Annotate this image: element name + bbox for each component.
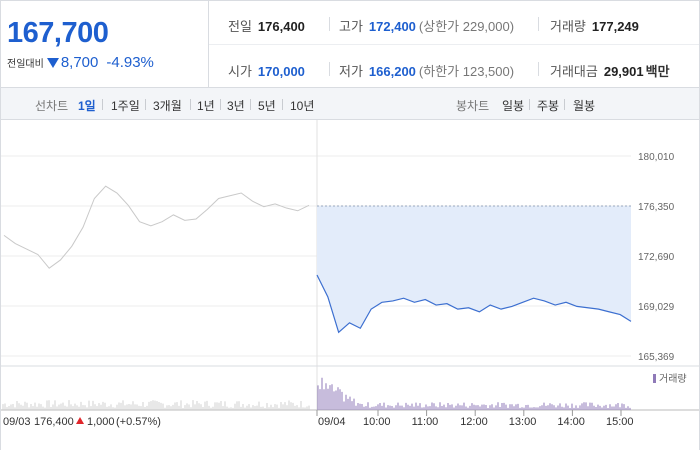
quote-panel: 167,700 전일대비 8,700 -4.93% 전일 176,400 고가 17… <box>0 0 700 88</box>
stat-value: 176,400 <box>257 19 305 34</box>
divider <box>220 99 221 110</box>
tab-5-year[interactable]: 5년 <box>258 99 276 113</box>
tab-daily-candle[interactable]: 일봉 <box>502 99 525 113</box>
divider <box>538 62 539 76</box>
change-percent: -4.93% <box>106 54 154 71</box>
stat-label: 거래대금 <box>550 64 598 79</box>
x-time-label: 13:00 <box>509 416 537 428</box>
stat-value: 166,200 <box>368 64 416 79</box>
row-divider <box>209 44 699 45</box>
y-tick-label: 165,369 <box>638 352 675 363</box>
stat-open: 시가 170,000 <box>228 61 305 80</box>
x-date-today: 09/04 <box>318 416 346 428</box>
divider <box>329 17 330 31</box>
prev-close-label: 176,400 <box>34 416 74 428</box>
stat-low: 저가 166,200 (하한가 123,500) <box>339 61 514 80</box>
chart-svg: 180,010 176,350 172,690 169,029 165,369 거래량 09… <box>1 120 699 428</box>
x-date-prev: 09/03 <box>3 416 31 428</box>
stat-label: 저가 <box>339 64 363 79</box>
divider <box>282 99 283 110</box>
stat-label: 시가 <box>228 64 252 79</box>
triangle-down-icon <box>46 58 59 68</box>
tab-1-year[interactable]: 1년 <box>197 99 215 113</box>
prev-day-line <box>3 185 310 269</box>
y-tick-label: 172,690 <box>638 252 675 263</box>
divider <box>102 99 103 110</box>
divider <box>145 99 146 110</box>
y-tick-label: 176,350 <box>638 202 675 213</box>
divider <box>529 99 530 110</box>
tab-1-week[interactable]: 1주일 <box>111 99 140 113</box>
stat-prev-close: 전일 176,400 <box>228 16 305 35</box>
triangle-up-icon <box>76 417 84 424</box>
tab-weekly-candle[interactable]: 주봉 <box>537 99 560 113</box>
stat-value: 177,249 <box>591 19 639 34</box>
x-time-label: 15:00 <box>606 416 634 428</box>
change-row: 전일대비 8,700 -4.93% <box>7 54 154 71</box>
y-tick-label: 169,029 <box>638 302 675 313</box>
stat-volume: 거래량 177,249 <box>550 16 639 35</box>
current-price: 167,700 <box>7 17 109 49</box>
stat-high: 고가 172,400 (상한가 229,000) <box>339 16 514 35</box>
change-label: 전일대비 <box>7 59 44 70</box>
stat-value: 172,400 <box>368 19 416 34</box>
price-chart[interactable]: 180,010 176,350 172,690 169,029 165,369 거래량 09… <box>0 120 700 450</box>
divider <box>250 99 251 110</box>
tab-1-day[interactable]: 1일 <box>78 99 96 113</box>
change-value: 8,700 <box>60 54 99 71</box>
tab-3-month[interactable]: 3개월 <box>153 99 182 113</box>
tab-monthly-candle[interactable]: 월봉 <box>573 99 596 113</box>
divider <box>190 99 191 110</box>
line-chart-header: 선차트 <box>35 99 69 113</box>
period-tabbar: 선차트 1일 1주일 3개월 1년 3년 5년 10년 봉차트 일봉 주봉 월봉 <box>0 88 700 120</box>
price-box: 167,700 전일대비 8,700 -4.93% <box>1 1 209 87</box>
y-tick-label: 180,010 <box>638 152 675 163</box>
upper-limit: (상한가 229,000) <box>418 19 515 34</box>
candle-chart-header: 봉차트 <box>456 99 490 113</box>
x-time-label: 12:00 <box>460 416 488 428</box>
stat-value: 170,000 <box>257 64 305 79</box>
tab-3-year[interactable]: 3년 <box>227 99 245 113</box>
stat-label: 거래량 <box>550 19 586 34</box>
divider <box>538 17 539 31</box>
stat-value: 29,901 <box>603 64 644 79</box>
stat-label: 전일 <box>228 19 252 34</box>
x-time-label: 14:00 <box>557 416 585 428</box>
volume-legend-label: 거래량 <box>659 373 687 385</box>
stat-label: 고가 <box>339 19 363 34</box>
volume-legend-swatch <box>653 374 656 383</box>
prev-change-label: 1,000 <box>87 416 115 428</box>
today-area-fill <box>317 205 631 333</box>
stat-unit: 백만 <box>645 64 670 79</box>
divider <box>329 62 330 76</box>
x-time-label: 11:00 <box>412 416 439 428</box>
lower-limit: (하한가 123,500) <box>418 64 515 79</box>
today-price-line <box>316 274 632 334</box>
divider <box>564 99 565 110</box>
x-time-label: 10:00 <box>363 416 391 428</box>
prev-change-pct-label: (+0.57%) <box>116 416 161 428</box>
tab-10-year[interactable]: 10년 <box>290 99 315 113</box>
stat-amount: 거래대금 29,901 백만 <box>550 61 670 80</box>
